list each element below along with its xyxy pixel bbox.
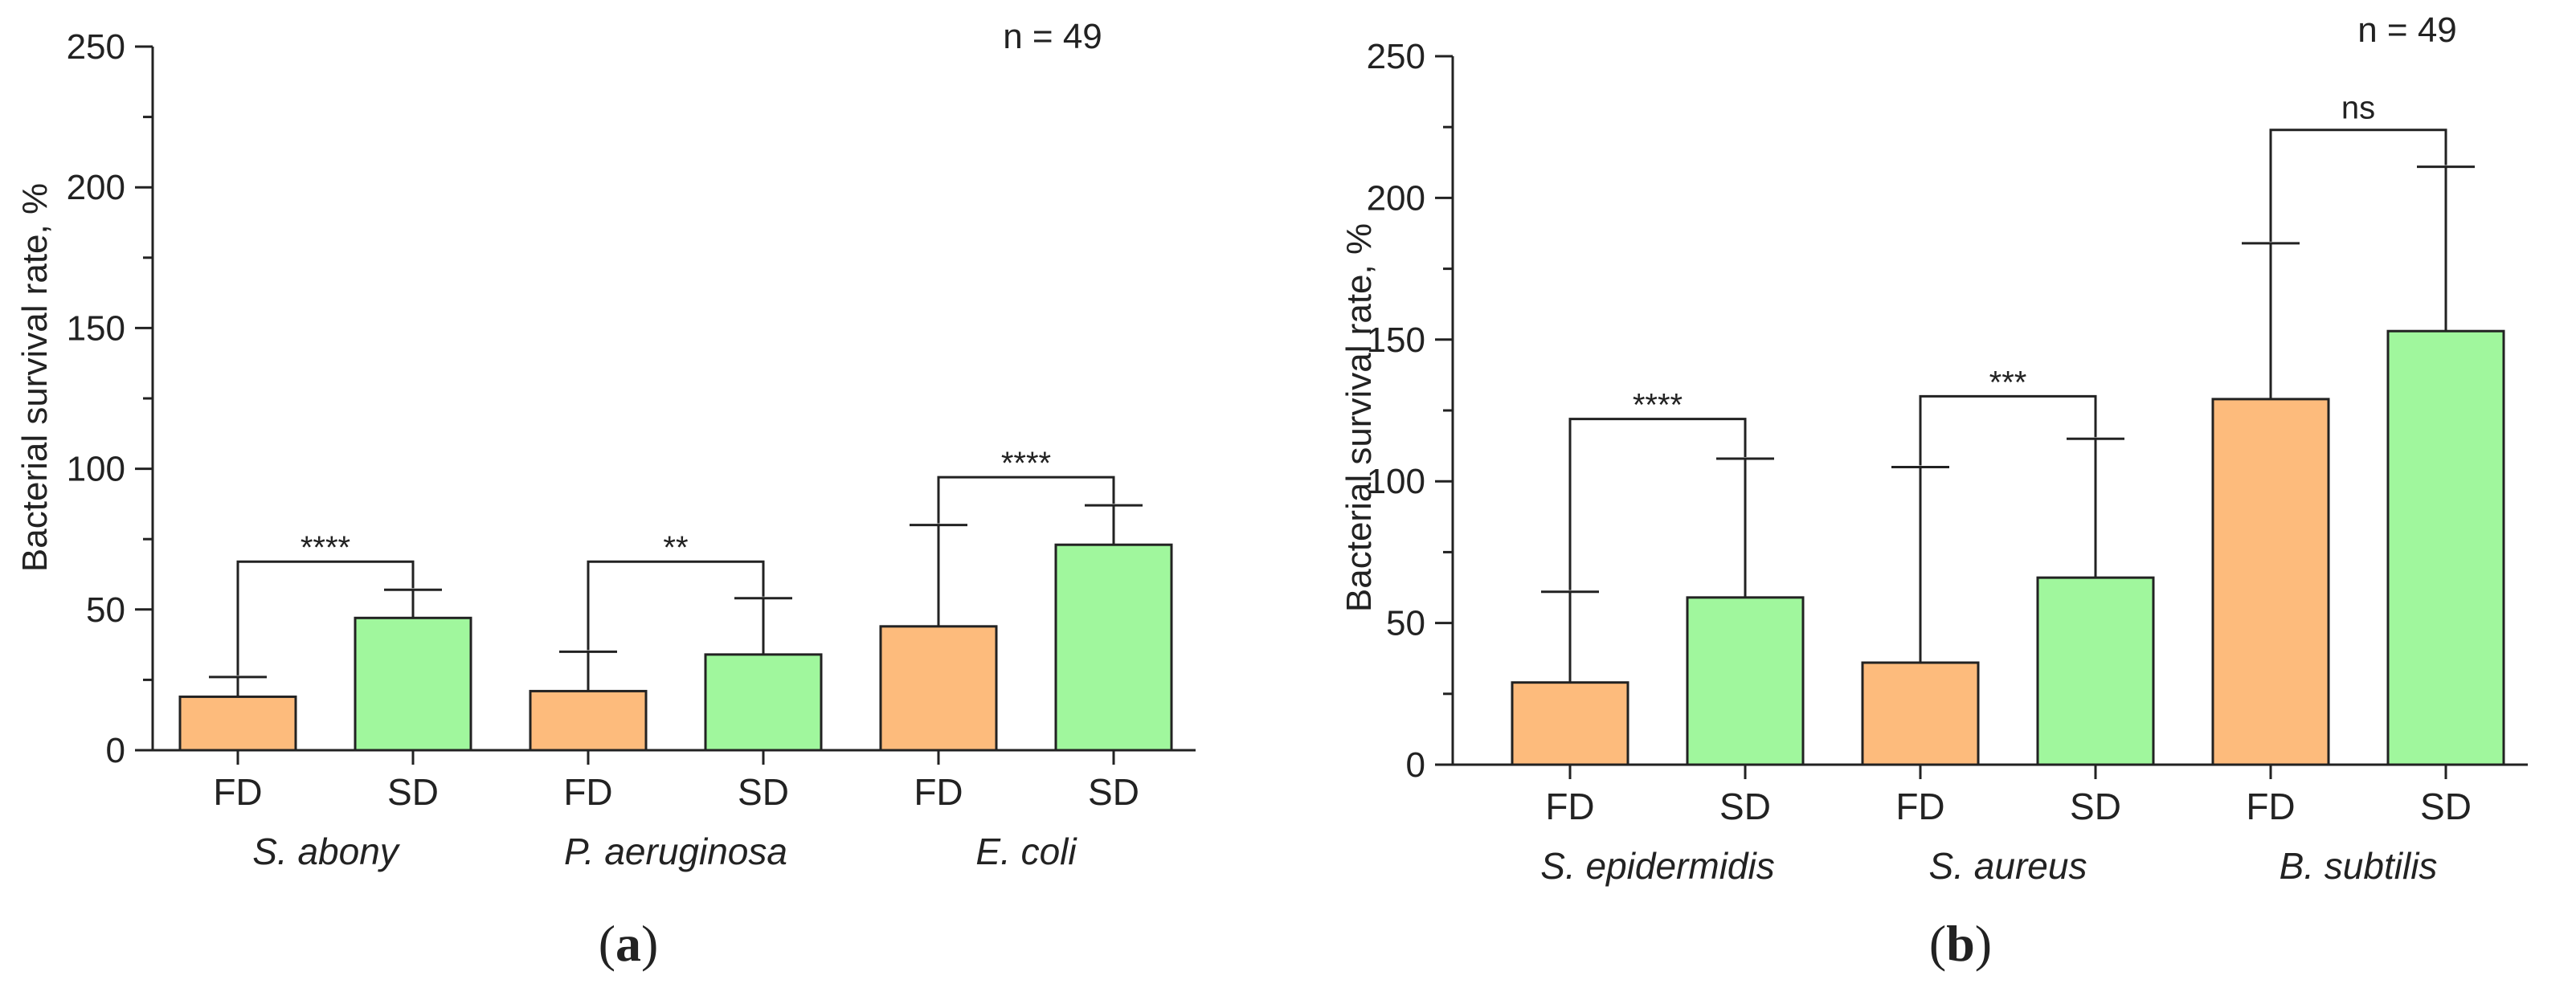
y-tick-label: 0	[1406, 745, 1425, 785]
group-label: P. aeruginosa	[564, 831, 787, 872]
y-tick-label: 100	[1367, 462, 1425, 501]
y-tick-label: 150	[67, 308, 125, 348]
significance-bracket	[1919, 394, 2097, 466]
y-tick-label: 250	[67, 27, 125, 67]
group-label: S. abony	[252, 831, 401, 872]
bar-sd-0	[354, 616, 472, 752]
bar-fd-1	[529, 689, 648, 752]
bar-fd-0	[1511, 681, 1629, 766]
bar-fd-1	[1861, 661, 1980, 766]
group-label: B. subtilis	[2280, 845, 2438, 887]
x-category-label: FD	[213, 771, 262, 813]
group-label: E. coli	[975, 831, 1077, 872]
bar-fd-2	[2211, 398, 2330, 766]
significance-label: ****	[301, 530, 350, 565]
x-category-label: FD	[1545, 786, 1594, 827]
x-category-label: FD	[2246, 786, 2295, 827]
axes-b: 0 50 100 150 200 250	[1367, 37, 2528, 785]
x-category-label: SD	[1719, 786, 1771, 827]
y-tick-label: 150	[1367, 320, 1425, 360]
y-axis-label-b: Bacterial survival rate, %	[1339, 223, 1379, 612]
significance-bracket	[587, 560, 765, 651]
x-category-label: SD	[2420, 786, 2472, 827]
significance-label: ****	[1001, 446, 1051, 481]
x-category-label: SD	[1088, 771, 1139, 813]
significance-bracket	[937, 476, 1115, 524]
panel-label-a: (a)	[599, 915, 659, 972]
n-label-b: n = 49	[2357, 10, 2457, 50]
significance-label: ns	[2341, 91, 2375, 126]
y-tick-label: 0	[106, 731, 125, 770]
labels-b: FD SD FD SD FD SD S. epidermidis S. aureus B. su…	[1540, 786, 2472, 887]
group-label: S. epidermidis	[1540, 845, 1774, 887]
bar-sd-1	[704, 653, 823, 752]
x-category-label: FD	[1895, 786, 1944, 827]
group-label: S. aureus	[1929, 845, 2087, 887]
significance-bracket	[236, 560, 415, 676]
x-category-label: FD	[563, 771, 612, 813]
bar-fd-0	[178, 695, 297, 752]
y-tick-label: 250	[1367, 37, 1425, 76]
bar-sd-1	[2036, 576, 2155, 766]
axes-a: 0 50 100 150 200 250	[67, 27, 1196, 770]
bar-sd-2	[2386, 329, 2505, 766]
brackets-a: **** ******	[236, 446, 1115, 676]
y-tick-label: 100	[67, 450, 125, 489]
bar-sd-0	[1686, 596, 1805, 766]
y-tick-label: 200	[67, 168, 125, 207]
panel-b: n = 49 Bacterial survival rate, % 0 50 100…	[1339, 10, 2528, 972]
significance-label: ***	[1989, 365, 2027, 400]
bars-a	[178, 543, 1173, 752]
y-tick-label: 200	[1367, 178, 1425, 218]
bar-fd-2	[879, 625, 998, 752]
significance-bracket	[2269, 129, 2447, 242]
panel-letter-a: a	[615, 915, 641, 972]
panel-a: n = 49 Bacterial survival rate, % 0 50 100…	[15, 17, 1196, 972]
error-bars-b	[1541, 165, 2475, 683]
significance-bracket	[1568, 418, 1747, 590]
x-category-label: SD	[738, 771, 789, 813]
n-label-a: n = 49	[1003, 17, 1102, 56]
bar-sd-2	[1054, 543, 1173, 752]
x-category-label: SD	[2070, 786, 2121, 827]
y-axis-label-a: Bacterial survival rate, %	[15, 183, 55, 572]
bars-b	[1511, 329, 2505, 766]
y-tick-label: 50	[1386, 604, 1425, 643]
significance-label: **	[663, 530, 688, 565]
y-tick-label: 50	[86, 590, 125, 630]
panel-label-b: (b)	[1929, 915, 1992, 972]
error-bars-a	[209, 504, 1143, 697]
panel-letter-b: b	[1946, 915, 1975, 972]
x-category-label: SD	[387, 771, 439, 813]
significance-label: ****	[1633, 388, 1683, 423]
x-category-label: FD	[914, 771, 963, 813]
labels-a: FD SD FD SD FD SD S. abony P. aeruginosa E. coli	[213, 771, 1139, 872]
brackets-b: *******ns	[1568, 91, 2447, 590]
